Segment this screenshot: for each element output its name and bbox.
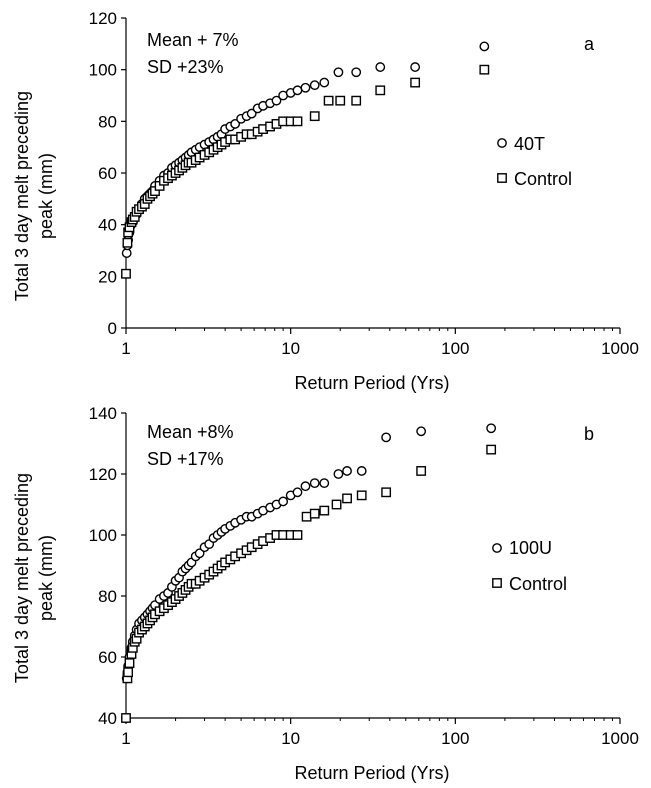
panel-a-40t-point (300, 82, 311, 93)
panel-a-control-point (351, 95, 362, 106)
panel-b-control-point (331, 499, 342, 510)
panel-b-100u-point (342, 466, 352, 476)
panel-b-legend-label-control: Control (509, 574, 567, 594)
panel-b-x-tick-label: 1 (121, 729, 130, 748)
panel-b-100u-point (333, 469, 344, 479)
panel-b-control-point (301, 511, 312, 522)
panel-b-control-point (486, 444, 497, 455)
panel-a-legend-marker-control (497, 173, 507, 183)
panel-a-control-point (309, 111, 320, 122)
panel-a-y-tick-label: 60 (98, 164, 117, 183)
panel-a-x-axis-title: Return Period (Yrs) (294, 373, 449, 393)
panel-a-x-tick-label: 1000 (601, 339, 639, 358)
panel-b-100u-point (194, 548, 205, 559)
panel-b-control-point (309, 508, 320, 519)
panel-a-40t-point (479, 41, 490, 52)
panel-b-y-tick-label: 40 (98, 709, 117, 728)
panel-b-control-point (124, 658, 135, 669)
panel-b-y-axis-title-line-1: Total 3 day melt preceding (12, 473, 32, 683)
panel-b-label: b (584, 424, 594, 444)
panel-b-legend-marker-100u (492, 543, 502, 553)
panel-b-legend-label-100u: 100U (509, 538, 552, 558)
panel-b-100u-point (319, 478, 330, 489)
panel-b-legend-marker-control (492, 578, 502, 588)
panel-a-sd-annotation: SD +23% (147, 57, 224, 77)
panel-a-y-tick-label: 80 (98, 112, 117, 131)
panel-b-y-tick-label: 140 (89, 404, 117, 423)
panel-b-100u-point (300, 481, 311, 492)
panel-a-control-point (121, 268, 131, 279)
panel-a-legend-label-control: Control (514, 169, 572, 189)
panel-b-control-point (292, 530, 303, 540)
panel-b-100u-point (356, 466, 367, 476)
panel-b-x-tick-label: 100 (441, 729, 469, 748)
panel-a-label: a (584, 34, 595, 54)
panel-b-control-point (123, 667, 134, 678)
panel-a-y-tick-label: 120 (89, 9, 117, 28)
panel-b-y-tick-label: 100 (89, 526, 117, 545)
panel-b-y-tick-label: 60 (98, 648, 117, 667)
panel-b-100u-point (416, 426, 427, 437)
panel-b-100u-point (486, 423, 497, 434)
panel-b-100u-point (309, 478, 320, 489)
panel-a-40t-point (309, 80, 320, 91)
panel-a-x-tick-label: 10 (281, 339, 300, 358)
panel-b-100u-point (292, 487, 303, 498)
panel-b-control-point (121, 713, 131, 723)
panel-b-sd-annotation: SD +17% (147, 449, 224, 469)
panel-a-y-tick-label: 40 (98, 216, 117, 235)
panel-b-x-axis-title: Return Period (Yrs) (294, 763, 449, 783)
panel-a-x-tick-label: 1 (121, 339, 130, 358)
panel-a-legend-label-40t: 40T (514, 134, 545, 154)
panel-a-40t-point (333, 67, 344, 78)
panel-a-x-tick-label: 100 (441, 339, 469, 358)
panel-a: Total 3 day melt preceding peak (mm) Ret… (12, 9, 639, 393)
panel-b-x-tick-label: 10 (281, 729, 300, 748)
panel-b-y-tick-label: 80 (98, 587, 117, 606)
panel-b-100u-point (381, 432, 392, 443)
panel-b-control-point (356, 490, 367, 501)
panel-a-y-tick-label: 100 (89, 61, 117, 80)
panel-a-control-point (479, 64, 490, 75)
panel-b-y-tick-label: 120 (89, 465, 117, 484)
panel-a-control-point (292, 116, 303, 127)
panel-b-100u-point (278, 496, 289, 507)
panel-a-40t-point (375, 62, 386, 72)
panel-a-control-point (335, 95, 346, 106)
panel-a-legend-marker-40t (497, 138, 507, 148)
panel-b: Total 3 day melt preceding peak (mm) Ret… (12, 404, 639, 783)
panel-b-control-point (381, 487, 392, 498)
panel-a-y-axis-title-line-2: peak (mm) (36, 153, 56, 239)
panel-b-control-point (416, 466, 427, 476)
panel-b-x-tick-label: 1000 (601, 729, 639, 748)
panel-a-y-axis-title-line-1: Total 3 day melt preceding (12, 91, 32, 301)
panel-a-40t-point (410, 62, 421, 72)
panel-a-control-point (122, 237, 133, 248)
panel-a-40t-point (292, 85, 303, 96)
panel-a-40t-point (319, 77, 330, 88)
panel-b-y-axis-title-line-2: peak (mm) (36, 535, 56, 621)
panel-a-mean-annotation: Mean + 7% (147, 30, 239, 50)
panel-a-40t-point (351, 67, 362, 78)
panel-a-y-tick-label: 0 (108, 319, 117, 338)
panel-b-mean-annotation: Mean +8% (147, 422, 234, 442)
panel-a-40t-point (230, 119, 241, 129)
panel-a-y-tick-label: 20 (98, 267, 117, 286)
panel-b-control-point (342, 493, 352, 504)
panel-a-control-point (410, 77, 421, 88)
panel-b-control-point (319, 505, 330, 516)
panel-a-control-point (375, 85, 386, 96)
panel-a-control-point (323, 95, 334, 106)
panel-a-40t-point (271, 95, 282, 106)
